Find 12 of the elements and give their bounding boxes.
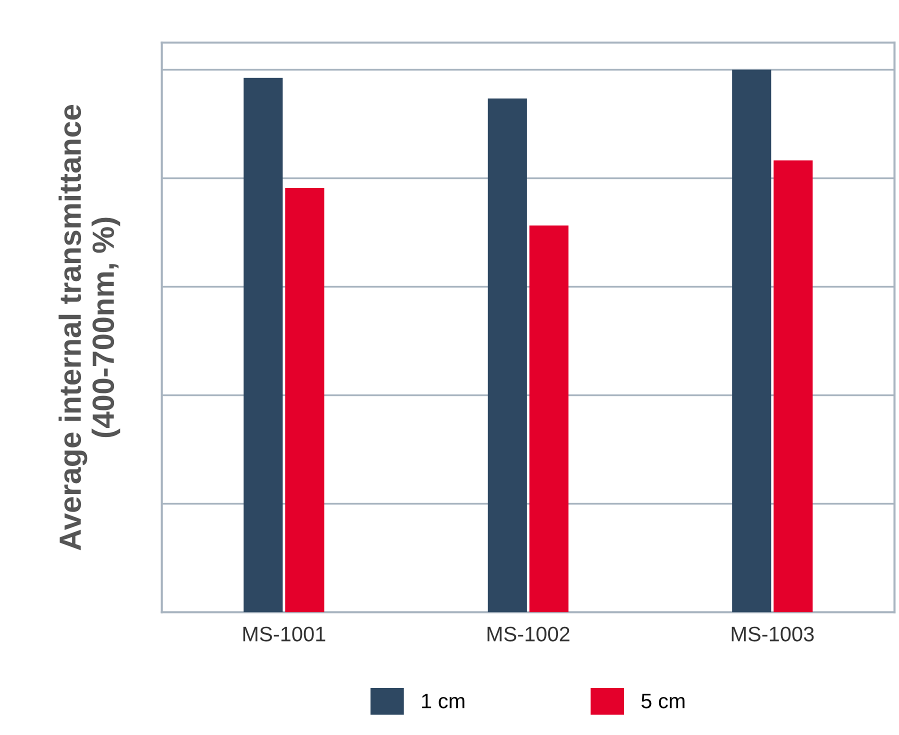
bar [529, 225, 568, 612]
bar [244, 78, 283, 612]
bar [774, 160, 813, 612]
legend-label: 1 cm [422, 694, 464, 708]
bar [732, 70, 772, 612]
y-axis-title: Average internal transmittance (400-700nm, %) [58, 104, 120, 550]
bar [285, 188, 324, 612]
x-tick-label: MS-1001 [243, 626, 326, 642]
x-tick-label: MS-1002 [488, 626, 570, 642]
bar [488, 98, 527, 612]
x-tick-label: MS-1003 [732, 626, 814, 642]
legend-label: 5 cm [641, 694, 684, 708]
